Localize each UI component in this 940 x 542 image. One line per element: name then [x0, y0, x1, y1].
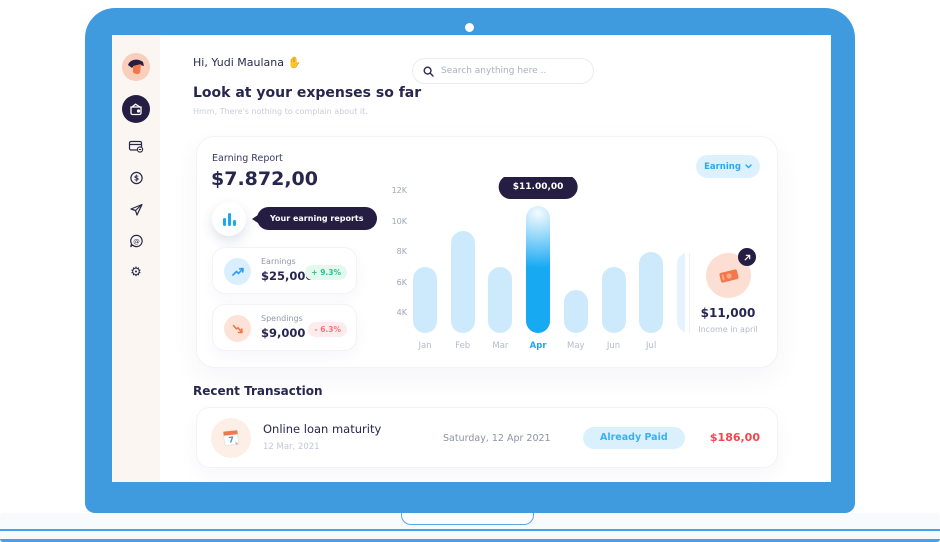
- svg-text:7: 7: [228, 435, 234, 445]
- earning-total: $7.872,00: [211, 168, 318, 190]
- y-tick-6k: 6K: [396, 277, 407, 287]
- card-divider: [689, 253, 690, 333]
- sidebar-item-balance[interactable]: $: [129, 170, 144, 185]
- earning-reports-tooltip: Your earning reports: [252, 207, 377, 230]
- income-arrow-badge[interactable]: [738, 248, 756, 266]
- transaction-amount: $186,00: [709, 431, 760, 444]
- x-label-jan: Jan: [418, 341, 432, 351]
- transaction-date: 12 Mar, 2021: [263, 442, 320, 452]
- bar-clipped-next: [676, 252, 685, 333]
- y-tick-8k: 8K: [396, 247, 407, 256]
- earnings-delta-badge: + 9.3%: [305, 265, 347, 280]
- svg-text:$: $: [133, 173, 138, 182]
- sidebar: $ @ ⚙: [112, 35, 160, 482]
- income-caption: Income in april: [698, 325, 758, 334]
- sidebar-item-cards[interactable]: [128, 139, 144, 154]
- page-subtitle: Hmm, There's nothing to complain about i…: [193, 107, 368, 116]
- x-label-jul: Jul: [646, 341, 657, 351]
- money-icon: [718, 268, 739, 283]
- trend-down-icon: [232, 324, 243, 333]
- earning-report-card: Earning Report $7.872,00 Your earning re…: [196, 136, 778, 368]
- earnings-label: Earnings: [261, 257, 296, 266]
- x-label-apr: Apr: [529, 341, 547, 351]
- calendar-icon: 7: [223, 430, 239, 446]
- dollar-coin-icon: $: [129, 171, 143, 184]
- sidebar-item-messages[interactable]: @: [129, 233, 144, 248]
- spendings-label: Spendings: [261, 314, 303, 323]
- search-icon: [423, 65, 434, 77]
- laptop-base-strip: [0, 539, 940, 542]
- earnings-bar-chart: 12K 10K 8K 6K 4K Jan Feb Mar Apr May Jun Jul $11.00,…: [383, 177, 685, 357]
- recent-transaction-heading: Recent Transaction: [193, 384, 323, 398]
- bar-may[interactable]: [563, 290, 588, 333]
- bar-jul[interactable]: [639, 252, 664, 333]
- income-value: $11,000: [700, 306, 756, 320]
- transaction-row[interactable]: 7 Online loan maturity 12 Mar, 2021 Satu…: [196, 407, 778, 468]
- y-tick-10k: 10K: [391, 216, 407, 226]
- app-screen: $ @ ⚙ Hi, Yudi Maulana ✋: [112, 35, 831, 482]
- search-input[interactable]: [441, 66, 583, 76]
- earnings-value: $25,000: [261, 269, 314, 283]
- earning-report-label: Earning Report: [212, 153, 283, 164]
- earning-reports-button[interactable]: [212, 202, 246, 236]
- laptop-base-bottom: [0, 531, 940, 539]
- search-bar[interactable]: [412, 58, 594, 84]
- spendings-stat-card: Spendings $9,000 - 6.3%: [212, 304, 357, 351]
- sidebar-item-dashboard[interactable]: [122, 95, 150, 123]
- transaction-full-date: Saturday, 12 Apr 2021: [443, 433, 551, 444]
- chevron-down-icon: [745, 164, 752, 169]
- sidebar-item-send[interactable]: [129, 202, 144, 217]
- transaction-icon-wrap: 7: [211, 418, 251, 458]
- trend-up-icon: [231, 267, 244, 276]
- svg-text:@: @: [133, 237, 140, 245]
- arrow-up-right-icon: [744, 254, 750, 260]
- chart-tooltip: $11.00,00: [498, 177, 578, 200]
- y-tick-12k: 12K: [391, 186, 407, 195]
- gear-icon: ⚙: [130, 265, 142, 280]
- credit-card-icon: [128, 140, 144, 153]
- spendings-value: $9,000: [261, 326, 306, 340]
- page-title: Look at your expenses so far: [193, 85, 422, 101]
- send-icon: [129, 203, 143, 216]
- laptop-notch: [401, 513, 534, 525]
- x-label-feb: Feb: [455, 341, 471, 351]
- avatar-illustration: [122, 53, 150, 81]
- sidebar-item-settings[interactable]: ⚙: [129, 265, 144, 280]
- chat-bubble-icon: @: [129, 234, 143, 247]
- bar-mar[interactable]: [488, 267, 513, 333]
- laptop-base-edge: [0, 529, 940, 531]
- bar-jun[interactable]: [601, 267, 626, 333]
- spendings-delta-badge: - 6.3%: [308, 322, 347, 337]
- spendings-stat-icon-wrap: [224, 315, 251, 342]
- bar-feb[interactable]: [450, 230, 475, 333]
- avatar[interactable]: [122, 53, 150, 81]
- bar-jan[interactable]: [413, 267, 437, 333]
- y-tick-4k: 4K: [396, 308, 407, 317]
- earnings-stat-icon-wrap: [224, 258, 251, 285]
- x-label-may: May: [567, 341, 585, 351]
- transaction-status-badge: Already Paid: [583, 427, 685, 449]
- laptop-camera-dot: [465, 23, 474, 32]
- transaction-title: Online loan maturity: [263, 422, 382, 436]
- greeting: Hi, Yudi Maulana ✋: [193, 56, 301, 69]
- bar-chart-icon: [222, 212, 236, 226]
- earning-filter-button[interactable]: Earning: [696, 155, 760, 178]
- earning-filter-label: Earning: [704, 161, 741, 172]
- earnings-stat-card: Earnings $25,000 + 9.3%: [212, 247, 357, 294]
- wave-emoji-icon: ✋: [287, 56, 302, 69]
- wallet-icon: [130, 103, 142, 116]
- greeting-text: Hi, Yudi Maulana: [193, 56, 284, 69]
- x-label-mar: Mar: [492, 341, 509, 351]
- x-label-jun: Jun: [606, 341, 621, 351]
